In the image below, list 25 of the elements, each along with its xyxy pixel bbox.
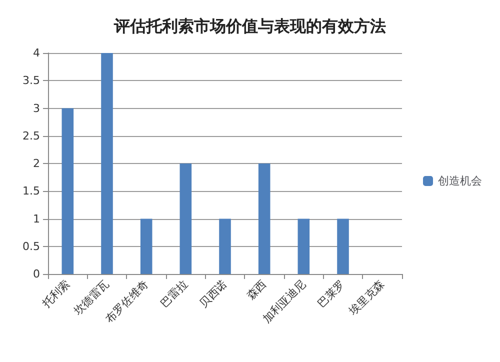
- y-tick-label: 0: [33, 268, 40, 280]
- x-tick-label: 埃里克森: [346, 277, 387, 318]
- x-tick-label: 贝西诺: [197, 277, 230, 310]
- bar: [62, 108, 74, 274]
- y-tick-label: 2.5: [22, 129, 40, 142]
- y-tick-label: 0.5: [22, 240, 40, 253]
- chart-title: 评估托利索市场价值与表现的有效方法: [113, 16, 386, 36]
- bar: [180, 164, 192, 274]
- bar: [140, 218, 152, 274]
- bar: [101, 53, 113, 274]
- x-tick-label: 托利索: [39, 277, 72, 311]
- legend-label: 创造机会: [438, 174, 482, 188]
- y-tick-label: 2: [33, 157, 40, 170]
- x-tick-label: 巴莱罗: [315, 277, 348, 310]
- x-tick-label: 森西: [244, 277, 269, 302]
- y-tick-label: 3.5: [22, 74, 40, 88]
- y-tick-label: 1: [33, 212, 40, 226]
- bar: [298, 218, 310, 274]
- bar: [258, 164, 270, 274]
- bar: [219, 218, 231, 274]
- bar: [337, 218, 349, 274]
- y-tick-label: 3: [33, 102, 40, 115]
- x-tick-label: 巴雷拉: [158, 277, 190, 310]
- y-tick-label: 1.5: [22, 184, 40, 198]
- y-tick-label: 4: [33, 46, 40, 60]
